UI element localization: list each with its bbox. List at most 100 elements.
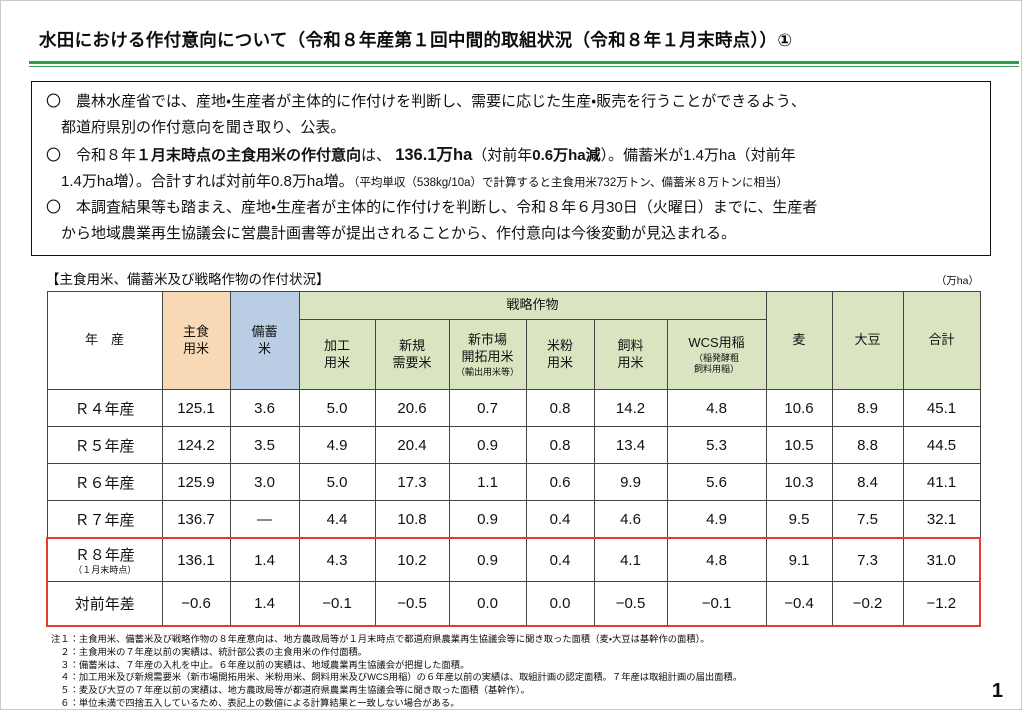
table-row: Ｒ８年産 （１月末時点） 136.1 1.4 4.3 10.2 0.9 0.4 4.1 4.8 9.… — [46, 536, 982, 583]
table-cell: 4.4 — [298, 500, 376, 539]
table-cell: 13.4 — [593, 426, 668, 465]
table-cell: 41.1 — [902, 463, 981, 502]
col-header-reserve-rice: 備蓄 米 — [229, 291, 300, 391]
summary-line: から地域農業再生協議会に営農計画書等が提出されることから、作付意向は今後変動が見… — [61, 224, 737, 242]
table-cell: 10.8 — [374, 500, 450, 539]
table-cell: 4.6 — [593, 500, 668, 539]
footnote-line: ６：単位未満で四捨五入しているため、表記上の数値による計算結果と一致しない場合が… — [51, 698, 460, 708]
table-cell: 4.9 — [298, 426, 376, 465]
table-cell: 125.1 — [161, 389, 231, 428]
table-cell: 5.0 — [298, 463, 376, 502]
table-caption-row: 【主食用米、備蓄米及び戦略作物の作付状況】 （万ha） — [46, 268, 979, 288]
col-header-strategic-crops: 戦略作物 — [298, 291, 767, 321]
col-header-new-demand-rice: 新規 需要米 — [374, 319, 450, 391]
table-cell: 0.8 — [525, 426, 595, 465]
table-cell: 9.9 — [593, 463, 668, 502]
table-cell: 1.1 — [448, 463, 527, 502]
table-cell: 1.4 — [229, 581, 300, 627]
table-cell: 0.4 — [525, 536, 595, 583]
footnote-line: 注１：主食用米、備蓄米及び戦略作物の８年産意向は、地方農政局等が１月末時点で都道… — [51, 633, 710, 644]
table-cell: 31.0 — [902, 536, 982, 583]
table-cell: −0.5 — [374, 581, 450, 627]
table-cell: 4.8 — [666, 389, 767, 428]
footnote-line: ２：主食用米の７年産以前の実績は、統計部公表の主食用米の作付面積。 — [51, 646, 368, 657]
summary-bullet: 〇 農林水産省では、産地・生産者が主体的に作付けを判断し、需要に応じた生産・販売… — [46, 89, 978, 141]
summary-line: 〇 農林水産省では、産地・生産者が主体的に作付けを判断し、需要に応じた生産・販売… — [46, 93, 806, 110]
table-cell: 5.6 — [666, 463, 767, 502]
table-cell: 44.5 — [902, 426, 981, 465]
table-cell: — — [229, 500, 300, 539]
row-label: Ｒ６年産 — [46, 463, 163, 502]
summary-line: 都道府県別の作付意向を聞き取り、公表。 — [61, 118, 346, 136]
table-cell: 4.9 — [666, 500, 767, 539]
table-cell: 9.5 — [765, 500, 833, 539]
table-cell: 4.3 — [298, 536, 376, 583]
table-cell: 14.2 — [593, 389, 668, 428]
table-cell: 5.3 — [666, 426, 767, 465]
table-cell: 32.1 — [902, 500, 981, 539]
table-cell: 136.7 — [161, 500, 231, 539]
row-label: 対前年差 — [46, 581, 163, 627]
summary-line: 〇 本調査結果等も踏まえ、産地・生産者が主体的に作付けを判断し、令和８年６月30… — [46, 198, 818, 216]
table-cell: 3.6 — [229, 389, 300, 428]
row-label: Ｒ４年産 — [46, 389, 163, 428]
footnote-line: ５：麦及び大豆の７年産以前の実績は、地方農政局等が都道府県農業再生協議会等に聞き… — [51, 685, 530, 696]
table-unit-label: （万ha） — [935, 275, 979, 288]
table-cell: 0.0 — [525, 581, 595, 627]
table-cell: −0.6 — [161, 581, 231, 627]
summary-bullet: 〇 本調査結果等も踏まえ、産地・生産者が主体的に作付けを判断し、令和８年６月30… — [46, 195, 978, 247]
table-cell: 136.1 — [161, 536, 231, 583]
table-cell: 45.1 — [902, 389, 981, 428]
summary-line: 1.4万ha増）。合計すれば対前年0.8万ha増。（平均単収（538kg/10a… — [61, 172, 789, 190]
table-cell: 124.2 — [161, 426, 231, 465]
table-cell: 10.2 — [374, 536, 450, 583]
col-header-soybean: 大豆 — [831, 291, 904, 391]
table-cell: 10.3 — [765, 463, 833, 502]
table-cell: 20.4 — [374, 426, 450, 465]
row-label: Ｒ８年産 （１月末時点） — [46, 536, 163, 583]
row-label: Ｒ７年産 — [46, 500, 163, 539]
table-cell: 8.4 — [831, 463, 904, 502]
table-cell: −0.1 — [666, 581, 767, 627]
col-header-wcs-rice: WCS用稲 （稲発酵粗 飼料用稲） — [666, 319, 767, 391]
table-cell: 0.0 — [448, 581, 527, 627]
table-row: Ｒ４年産 125.1 3.6 5.0 20.6 0.7 0.8 14.2 4.8 10.6 8.9 4… — [46, 389, 981, 428]
table-cell: 10.5 — [765, 426, 833, 465]
col-header-staple-rice: 主食 用米 — [161, 291, 231, 391]
table-caption: 【主食用米、備蓄米及び戦略作物の作付状況】 — [46, 272, 330, 288]
table-cell: 0.9 — [448, 500, 527, 539]
summary-box: 〇 農林水産省では、産地・生産者が主体的に作付けを判断し、需要に応じた生産・販売… — [31, 81, 991, 257]
table-cell: 4.1 — [593, 536, 668, 583]
page-title: 水田における作付意向について（令和８年産第１回中間的取組状況（令和８年１月末時点… — [39, 30, 793, 50]
table-cell: 17.3 — [374, 463, 450, 502]
table-row: Ｒ７年産 136.7—4.4 10.8 0.9 0.4 4.6 4.9 9.5 7.5 32.1 — [46, 500, 981, 539]
table-row: 対前年差 −0.6 1.4 −0.1 −0.5 0.0 0.0 −0.5 −0.1 −0.4 −0.… — [46, 581, 982, 627]
table-cell: 8.8 — [831, 426, 904, 465]
table-cell: 125.9 — [161, 463, 231, 502]
col-header-wheat: 麦 — [765, 291, 833, 391]
row-label: Ｒ５年産 — [46, 426, 163, 465]
table-cell: 10.6 — [765, 389, 833, 428]
table-cell: 0.6 — [525, 463, 595, 502]
table-cell: 7.3 — [831, 536, 904, 583]
table-header: 年 産 主食 用米 備蓄 米 戦略作物 麦 大豆 合計 加工 用米 新規 需要米… — [46, 291, 981, 391]
table-cell: 3.0 — [229, 463, 300, 502]
table-cell: 7.5 — [831, 500, 904, 539]
table-cell: −0.4 — [765, 581, 833, 627]
col-header-rice-flour: 米粉 用米 — [525, 319, 595, 391]
page-number: 1 — [991, 680, 1003, 702]
sub-header-row: 加工 用米 新規 需要米 新市場 開拓用米 （輸出用米等） 米粉 用米 飼料 用米… — [47, 319, 980, 391]
title-divider-rule — [29, 61, 1019, 67]
table-row: Ｒ５年産 124.2 3.5 4.9 20.4 0.9 0.8 13.4 5.3 10.5 8.8 4… — [46, 426, 981, 465]
table-cell: 20.6 — [374, 389, 450, 428]
col-header-total: 合計 — [902, 291, 981, 391]
table-cell: −0.5 — [593, 581, 668, 627]
table-cell: 3.5 — [229, 426, 300, 465]
col-header-processing-rice: 加工 用米 — [298, 319, 376, 391]
col-header-feed-rice: 飼料 用米 — [593, 319, 668, 391]
table-cell: 0.9 — [448, 536, 527, 583]
col-header-year: 年 産 — [46, 291, 163, 391]
col-header-new-market-rice: 新市場 開拓用米 （輸出用米等） — [448, 319, 527, 391]
table-cell: 8.9 — [831, 389, 904, 428]
